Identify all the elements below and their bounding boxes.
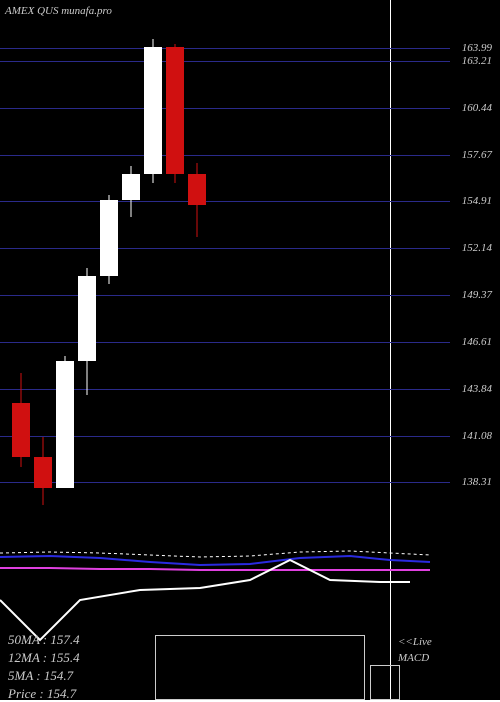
price-level-line bbox=[0, 48, 450, 49]
ma-label: 12MA : 155.4 bbox=[8, 650, 80, 666]
candlestick bbox=[78, 268, 96, 395]
price-level-label: 143.84 bbox=[462, 383, 492, 395]
price-level-line bbox=[0, 61, 450, 62]
candlestick bbox=[12, 373, 30, 468]
price-level-label: 149.37 bbox=[462, 289, 492, 301]
volume-bar bbox=[155, 635, 365, 700]
candlestick bbox=[166, 44, 184, 183]
volume-bar bbox=[370, 665, 400, 700]
candlestick bbox=[188, 163, 206, 238]
price-level-label: 157.67 bbox=[462, 149, 492, 161]
ma-label: 50MA : 157.4 bbox=[8, 632, 80, 648]
live-label: <<Live bbox=[398, 636, 432, 648]
price-level-line bbox=[0, 155, 450, 156]
live-label: MACD bbox=[398, 652, 429, 664]
price-level-label: 138.31 bbox=[462, 476, 492, 488]
price-level-line bbox=[0, 342, 450, 343]
vertical-divider bbox=[390, 0, 391, 700]
price-panel bbox=[0, 0, 500, 530]
price-level-label: 160.44 bbox=[462, 102, 492, 114]
candlestick bbox=[100, 195, 118, 285]
price-level-label: 152.14 bbox=[462, 242, 492, 254]
price-level-line bbox=[0, 295, 450, 296]
price-level-label: 154.91 bbox=[462, 195, 492, 207]
chart-title: AMEX QUS munafa.pro bbox=[5, 5, 112, 17]
ma-label: 5MA : 154.7 bbox=[8, 668, 73, 684]
candlestick bbox=[56, 356, 74, 488]
price-level-label: 163.21 bbox=[462, 55, 492, 67]
price-level-label: 163.99 bbox=[462, 42, 492, 54]
price-level-line bbox=[0, 108, 450, 109]
candlestick bbox=[144, 39, 162, 183]
price-level-label: 141.08 bbox=[462, 430, 492, 442]
candlestick bbox=[122, 166, 140, 217]
price-level-line bbox=[0, 201, 450, 202]
price-level-label: 146.61 bbox=[462, 336, 492, 348]
candlestick bbox=[34, 437, 52, 505]
price-level-line bbox=[0, 248, 450, 249]
stock-chart: AMEX QUS munafa.pro 163.99163.21 160.44 15… bbox=[0, 0, 500, 700]
